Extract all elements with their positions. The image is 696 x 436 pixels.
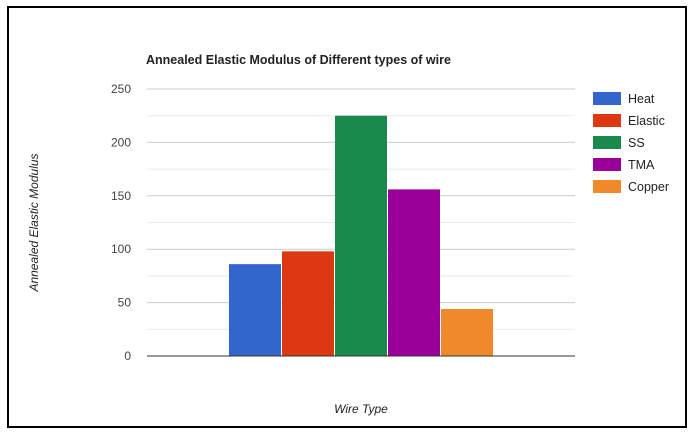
bar-elastic[interactable]	[282, 251, 334, 356]
bar-copper[interactable]	[441, 309, 493, 356]
legend-swatch	[593, 92, 621, 105]
chart-title: Annealed Elastic Modulus of Different ty…	[146, 53, 451, 67]
legend: Heat Elastic SS TMA Copper	[593, 92, 669, 194]
y-tick-labels: 0 50 100 150 200 250	[111, 82, 131, 363]
legend-swatch	[593, 136, 621, 149]
y-axis-label: Annealed Elastic Modulus	[27, 153, 41, 292]
legend-label: Elastic	[628, 114, 665, 128]
legend-label: SS	[628, 136, 645, 150]
y-tick-label: 50	[118, 296, 132, 310]
legend-label: Heat	[628, 92, 655, 106]
bars	[229, 115, 493, 356]
x-axis-label: Wire Type	[334, 402, 388, 416]
legend-swatch	[593, 158, 621, 171]
bar-ss[interactable]	[335, 115, 387, 356]
y-tick-label: 100	[111, 242, 131, 256]
legend-label: Copper	[628, 180, 669, 194]
legend-swatch	[593, 180, 621, 193]
y-tick-label: 0	[124, 349, 131, 363]
bar-tma[interactable]	[388, 189, 440, 356]
y-tick-label: 200	[111, 135, 131, 149]
legend-swatch	[593, 114, 621, 127]
y-tick-label: 150	[111, 189, 131, 203]
legend-label: TMA	[628, 158, 655, 172]
bar-heat[interactable]	[229, 264, 281, 356]
y-tick-label: 250	[111, 82, 131, 96]
